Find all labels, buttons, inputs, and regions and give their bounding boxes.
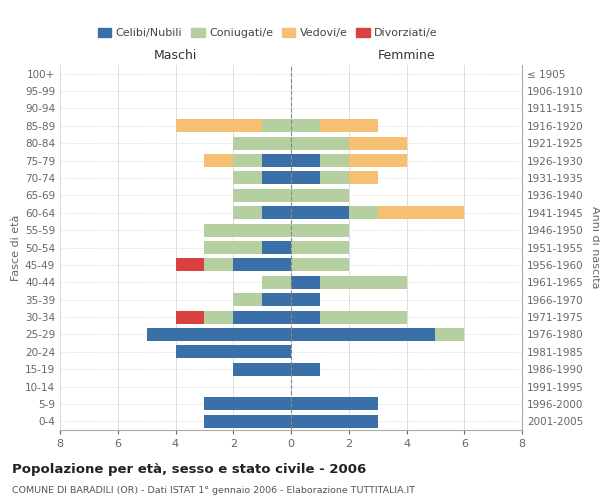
Bar (233, 189, 291, 202)
Bar (291, 206, 349, 220)
Bar (176, 120, 262, 132)
Bar (262, 276, 291, 289)
Bar (291, 276, 320, 289)
Bar (291, 310, 320, 324)
Bar (320, 172, 349, 184)
Bar (291, 328, 436, 341)
Bar (205, 224, 291, 236)
Text: Popolazione per età, sesso e stato civile - 2006: Popolazione per età, sesso e stato civil… (12, 462, 366, 475)
Bar (262, 293, 291, 306)
Bar (320, 154, 349, 167)
Bar (291, 136, 349, 149)
Bar (320, 276, 407, 289)
Bar (291, 172, 320, 184)
Bar (146, 328, 291, 341)
Bar (233, 293, 262, 306)
Bar (291, 224, 349, 236)
Bar (291, 362, 320, 376)
Bar (233, 206, 262, 220)
Bar (320, 120, 377, 132)
Bar (262, 172, 291, 184)
Text: Maschi: Maschi (154, 50, 197, 62)
Bar (176, 258, 205, 272)
Bar (233, 136, 291, 149)
Bar (205, 241, 262, 254)
Bar (176, 346, 291, 358)
Bar (349, 172, 377, 184)
Bar (320, 310, 407, 324)
Y-axis label: Anni di nascita: Anni di nascita (590, 206, 600, 289)
Y-axis label: Fasce di età: Fasce di età (11, 214, 21, 280)
Bar (377, 206, 464, 220)
Bar (233, 258, 291, 272)
Bar (205, 154, 233, 167)
Bar (262, 206, 291, 220)
Bar (291, 415, 377, 428)
Bar (291, 154, 320, 167)
Bar (291, 189, 349, 202)
Bar (233, 154, 262, 167)
Bar (205, 258, 233, 272)
Text: Femmine: Femmine (377, 50, 436, 62)
Bar (176, 310, 205, 324)
Bar (262, 120, 291, 132)
Bar (436, 328, 464, 341)
Bar (349, 136, 407, 149)
Bar (291, 293, 320, 306)
Bar (262, 241, 291, 254)
Bar (205, 310, 233, 324)
Legend: Celibi/Nubili, Coniugati/e, Vedovi/e, Divorziati/e: Celibi/Nubili, Coniugati/e, Vedovi/e, Di… (94, 23, 442, 43)
Bar (291, 258, 349, 272)
Bar (349, 206, 377, 220)
Bar (205, 398, 291, 410)
Text: COMUNE DI BARADILI (OR) - Dati ISTAT 1° gennaio 2006 - Elaborazione TUTTITALIA.I: COMUNE DI BARADILI (OR) - Dati ISTAT 1° … (12, 486, 415, 495)
Bar (233, 310, 291, 324)
Bar (205, 415, 291, 428)
Bar (233, 172, 262, 184)
Bar (233, 362, 291, 376)
Bar (291, 120, 320, 132)
Bar (291, 241, 349, 254)
Bar (291, 398, 377, 410)
Bar (262, 154, 291, 167)
Bar (349, 154, 407, 167)
